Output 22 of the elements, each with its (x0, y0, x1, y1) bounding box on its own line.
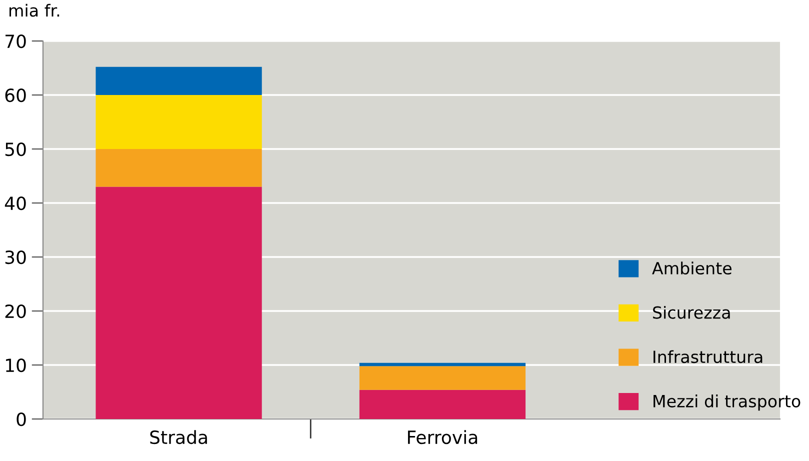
legend-label: Mezzi di trasporto (654, 394, 800, 411)
legend-label: Sicurezza (653, 306, 730, 319)
bar (96, 186, 262, 419)
y-tick-label: 50 (5, 142, 26, 156)
y-axis-title: mia fr. (10, 4, 60, 17)
x-tick-label: Strada (150, 430, 207, 444)
bar (359, 366, 526, 390)
bar (96, 66, 262, 95)
y-tick-label: 10 (6, 358, 26, 372)
bar (359, 390, 526, 419)
x-tick-label: Ferrovia (408, 430, 478, 444)
bar (96, 95, 262, 149)
bar (359, 362, 526, 366)
y-tick-label: 30 (5, 250, 26, 264)
legend-label: Ambiente (652, 262, 732, 275)
y-tick-label: 0 (16, 412, 26, 426)
y-tick-label: 70 (6, 34, 26, 48)
y-tick-label: 60 (5, 88, 26, 102)
bar (96, 149, 262, 187)
legend-label: Infrastruttura (654, 350, 762, 364)
y-tick-label: 20 (5, 304, 26, 318)
y-tick-label: 40 (4, 196, 26, 210)
